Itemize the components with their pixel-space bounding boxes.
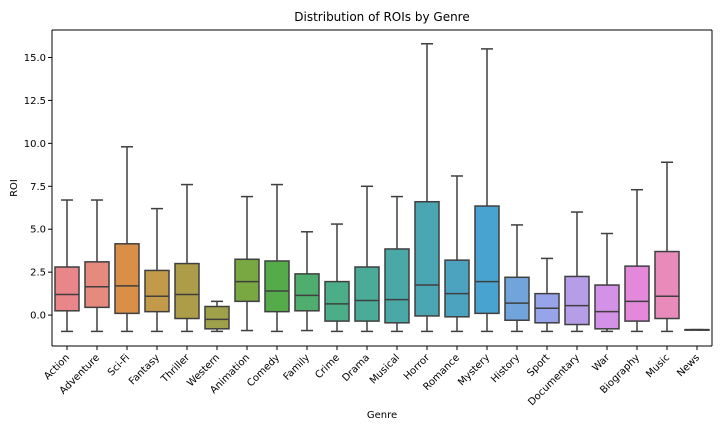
box-sci-fi — [114, 243, 140, 315]
box-fantasy — [144, 269, 170, 313]
box-war — [594, 284, 620, 330]
box-crime — [324, 280, 350, 322]
x-tick-label: Mystery — [456, 352, 492, 388]
box-drama — [354, 266, 380, 322]
box-romance — [444, 259, 470, 318]
x-tick-label: Sci-Fi — [106, 352, 132, 378]
x-tick-label: History — [489, 352, 522, 385]
box-thriller — [174, 262, 200, 320]
x-tick-label: Family — [282, 352, 313, 383]
box-comedy — [264, 260, 290, 313]
box-western — [204, 305, 230, 330]
box-action — [54, 266, 80, 312]
x-tick-label: Crime — [313, 352, 342, 381]
y-tick-label: 5.0 — [30, 225, 46, 236]
y-tick-label: 7.5 — [30, 182, 46, 193]
y-tick-label: 2.5 — [30, 268, 46, 279]
x-tick-label: Comedy — [245, 352, 282, 389]
x-axis-label: Genre — [367, 410, 397, 421]
box-history — [504, 276, 530, 321]
box-animation — [234, 258, 260, 303]
y-tick-label: 0.0 — [30, 311, 46, 322]
box-biography — [624, 265, 650, 322]
x-tick-label: News — [675, 352, 702, 379]
x-tick-label: Musical — [368, 352, 402, 386]
box-family — [294, 273, 320, 312]
x-tick-label: Sport — [525, 352, 552, 379]
y-axis-label: ROI — [9, 179, 20, 197]
x-tick-label: War — [591, 352, 613, 374]
box-musical — [384, 248, 410, 324]
chart-title: Distribution of ROIs by Genre — [294, 10, 469, 24]
x-tick-label: Fantasy — [127, 352, 162, 387]
box-adventure — [84, 261, 110, 309]
box-documentary — [564, 275, 590, 326]
box-horror — [414, 200, 440, 317]
y-tick-label: 15.0 — [24, 53, 46, 64]
box-mystery — [474, 205, 500, 315]
x-tick-label: Music — [644, 352, 672, 380]
y-tick-label: 12.5 — [24, 96, 46, 107]
y-tick-label: 10.0 — [24, 139, 46, 150]
box-music — [654, 250, 680, 320]
